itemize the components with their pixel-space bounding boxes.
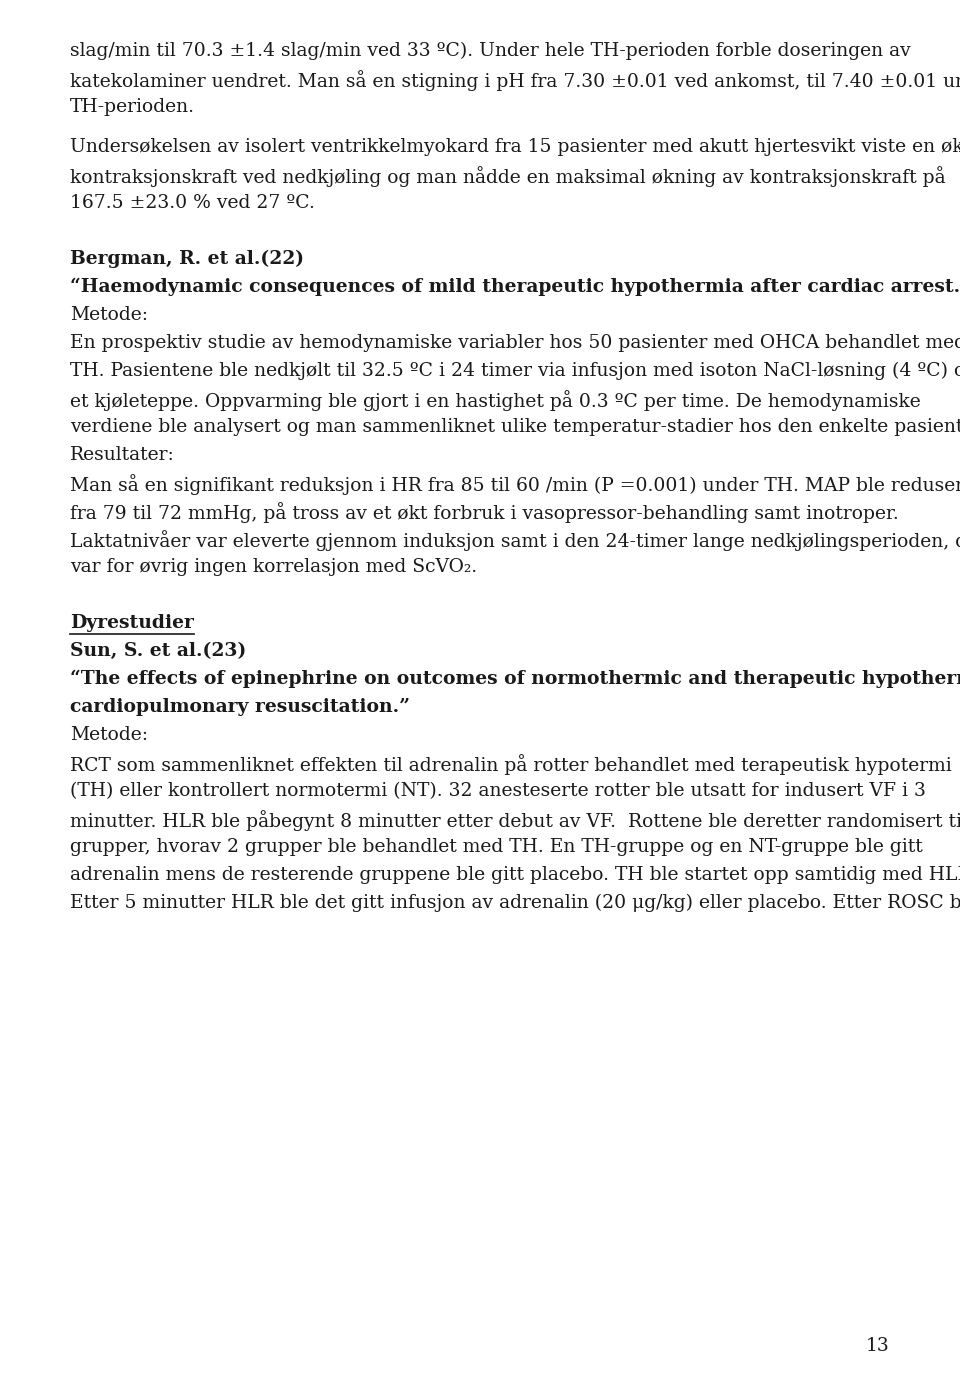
- Text: Laktatnivåer var eleverte gjennom induksjon samt i den 24-timer lange nedkjøling: Laktatnivåer var eleverte gjennom induks…: [70, 530, 960, 551]
- Text: adrenalin mens de resterende gruppene ble gitt placebo. TH ble startet opp samti: adrenalin mens de resterende gruppene bl…: [70, 866, 960, 884]
- Text: Sun, S. et al.(23): Sun, S. et al.(23): [70, 643, 247, 661]
- Text: verdiene ble analysert og man sammenliknet ulike temperatur-stadier hos den enke: verdiene ble analysert og man sammenlikn…: [70, 418, 960, 436]
- Text: TH. Pasientene ble nedkjølt til 32.5 ºC i 24 timer via infusjon med isoton NaCl-: TH. Pasientene ble nedkjølt til 32.5 ºC …: [70, 361, 960, 381]
- Text: Etter 5 minutter HLR ble det gitt infusjon av adrenalin (20 μg/kg) eller placebo: Etter 5 minutter HLR ble det gitt infusj…: [70, 893, 960, 913]
- Text: cardiopulmonary resuscitation.”: cardiopulmonary resuscitation.”: [70, 698, 410, 716]
- Text: Dyrestudier: Dyrestudier: [70, 614, 194, 632]
- Text: (TH) eller kontrollert normotermi (NT). 32 anesteserte rotter ble utsatt for ind: (TH) eller kontrollert normotermi (NT). …: [70, 783, 926, 801]
- Text: fra 79 til 72 mmHg, på tross av et økt forbruk i vasopressor-behandling samt ino: fra 79 til 72 mmHg, på tross av et økt f…: [70, 501, 899, 524]
- Text: et kjøleteppe. Oppvarming ble gjort i en hastighet på 0.3 ºC per time. De hemody: et kjøleteppe. Oppvarming ble gjort i en…: [70, 391, 921, 411]
- Text: Man så en signifikant reduksjon i HR fra 85 til 60 /min (P =0.001) under TH. MAP: Man så en signifikant reduksjon i HR fra…: [70, 474, 960, 494]
- Text: Metode:: Metode:: [70, 726, 148, 744]
- Text: minutter. HLR ble påbegynt 8 minutter etter debut av VF.  Rottene ble deretter r: minutter. HLR ble påbegynt 8 minutter et…: [70, 810, 960, 831]
- Text: RCT som sammenliknet effekten til adrenalin på rotter behandlet med terapeutisk : RCT som sammenliknet effekten til adrena…: [70, 753, 951, 776]
- Text: slag/min til 70.3 ±1.4 slag/min ved 33 ºC). Under hele TH-perioden forble doseri: slag/min til 70.3 ±1.4 slag/min ved 33 º…: [70, 42, 911, 61]
- Text: katekolaminer uendret. Man så en stigning i pH fra 7.30 ±0.01 ved ankomst, til 7: katekolaminer uendret. Man så en stignin…: [70, 71, 960, 91]
- Text: Undersøkelsen av isolert ventrikkelmyokard fra 15 pasienter med akutt hjertesvik: Undersøkelsen av isolert ventrikkelmyoka…: [70, 138, 960, 157]
- Text: 167.5 ±23.0 % ved 27 ºC.: 167.5 ±23.0 % ved 27 ºC.: [70, 194, 315, 212]
- Text: “Haemodynamic consequences of mild therapeutic hypothermia after cardiac arrest.: “Haemodynamic consequences of mild thera…: [70, 278, 960, 296]
- Text: En prospektiv studie av hemodynamiske variabler hos 50 pasienter med OHCA behand: En prospektiv studie av hemodynamiske va…: [70, 334, 960, 352]
- Text: var for øvrig ingen korrelasjon med ScVO₂.: var for øvrig ingen korrelasjon med ScVO…: [70, 558, 477, 576]
- Text: “The effects of epinephrine on outcomes of normothermic and therapeutic hypother: “The effects of epinephrine on outcomes …: [70, 670, 960, 688]
- Text: 13: 13: [866, 1337, 890, 1355]
- Text: Bergman, R. et al.(22): Bergman, R. et al.(22): [70, 251, 304, 269]
- Text: grupper, hvorav 2 grupper ble behandlet med TH. En TH-gruppe og en NT-gruppe ble: grupper, hvorav 2 grupper ble behandlet …: [70, 838, 923, 856]
- Text: TH-perioden.: TH-perioden.: [70, 98, 195, 116]
- Text: Metode:: Metode:: [70, 306, 148, 324]
- Text: kontraksjonskraft ved nedkjøling og man nådde en maksimal økning av kontraksjons: kontraksjonskraft ved nedkjøling og man …: [70, 166, 946, 187]
- Text: Resultater:: Resultater:: [70, 446, 175, 464]
